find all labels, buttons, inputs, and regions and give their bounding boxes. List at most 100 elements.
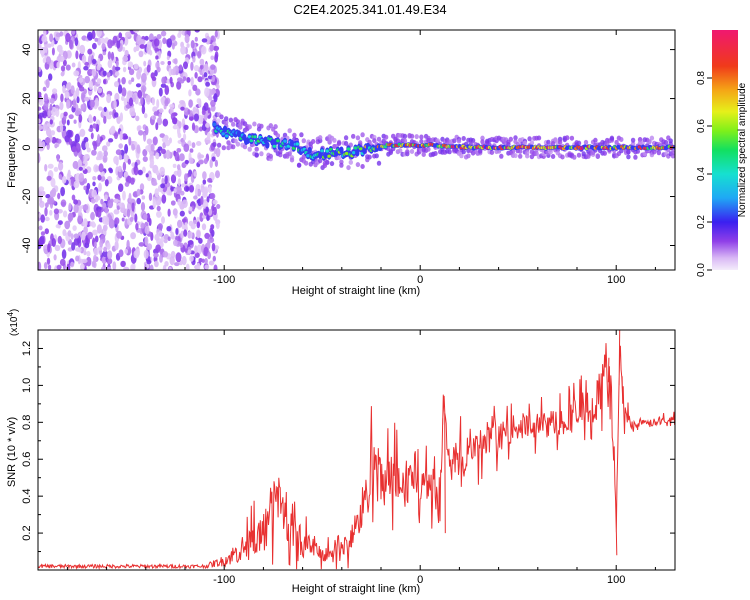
spectrogram-noise-cell (168, 266, 172, 270)
spectrogram-noise-cell (108, 111, 113, 116)
spectrogram-noise-cell (162, 251, 169, 258)
spectrogram-noise-cell (73, 180, 80, 189)
spectrogram-noise-cell (146, 259, 152, 265)
spectrogram-halo-cell (405, 149, 410, 155)
spectrogram-noise-cell (188, 116, 194, 121)
spectrogram-noise-cell (141, 105, 146, 115)
spectrogram-noise-cell (172, 208, 178, 216)
spectrogram-noise-cell (49, 209, 53, 216)
spectrogram-noise-cell (170, 174, 177, 184)
spectrogram-noise-cell (97, 57, 101, 67)
spectrogram-noise-cell (215, 147, 221, 158)
spectrogram-halo-cell (569, 135, 575, 141)
colorbar-label: Normalized spectral amplitude (737, 82, 748, 217)
spectrogram-noise-cell (58, 161, 64, 171)
spectrogram-noise-cell (194, 30, 200, 33)
spectrogram-noise-cell (97, 174, 102, 181)
spectrogram-halo-cell (367, 154, 372, 160)
spectrogram-halo-cell (388, 150, 393, 156)
snr-frame (37, 329, 676, 571)
spectrogram-noise-cell (106, 242, 111, 250)
spectrogram-noise-cell (102, 70, 107, 77)
spectrogram-peak-cell (276, 139, 280, 143)
spectrogram-noise-cell (60, 65, 66, 72)
spectrogram-halo-cell (550, 154, 556, 159)
spectrogram-noise-cell (107, 51, 112, 60)
spectrogram-noise-cell (104, 179, 109, 187)
spectrogram-noise-cell (47, 264, 52, 270)
spectrogram-noise-cell (56, 44, 63, 53)
spectrogram-noise-cell (152, 115, 156, 121)
spectrogram-noise-cell (86, 256, 92, 267)
spectrogram-halo-cell (409, 149, 415, 154)
spectrogram-halo-cell (419, 139, 424, 144)
spectrogram-noise-cell (121, 217, 125, 222)
spectrogram-noise-cell (193, 219, 198, 224)
spectrogram-noise-cell (210, 99, 216, 107)
spectrogram-noise-cell (124, 248, 128, 254)
spectrogram-noise-cell (61, 175, 67, 184)
spectrogram-noise-cell (89, 221, 93, 227)
spectrogram-halo-cell (231, 144, 236, 150)
colorbar-ticks: 0.0 0.2 0.4 0.6 0.8 (696, 71, 712, 277)
spectrogram-noise-cell (131, 143, 136, 151)
spectrogram-noise-cell (130, 264, 135, 270)
spectrogram-noise-cell (182, 76, 187, 82)
spectrogram-noise-cell (160, 61, 165, 65)
spectrogram-noise-cell (191, 142, 196, 149)
spectrogram-halo-cell (572, 154, 577, 160)
spectrogram-noise-cell (140, 96, 144, 106)
spectrogram-noise-cell (160, 96, 166, 104)
spectrogram-noise-cell (110, 198, 114, 203)
spectrogram-noise-cell (82, 218, 88, 228)
spectrogram-noise-cell (88, 80, 93, 91)
spectrogram-noise-cell (60, 71, 65, 77)
spectrogram-noise-cell (98, 182, 102, 192)
spectrogram-noise-cell (57, 138, 62, 144)
spectrogram-noise-cell (121, 87, 127, 97)
spectrogram-halo-cell (247, 124, 252, 130)
spectrogram-noise-cell (122, 55, 129, 62)
spectrogram-halo-cell (221, 145, 226, 151)
spectrogram-halo-cell (649, 135, 655, 141)
spectrogram-noise-cell (114, 81, 119, 88)
spectrogram-noise-cell (155, 122, 159, 131)
spectrogram-noise-cell (196, 98, 201, 104)
spectrogram-halo-cell (595, 153, 600, 159)
spectrogram-noise-cell (165, 149, 171, 160)
spectrogram-noise-cell (209, 159, 213, 169)
snr-x-tick-label: 100 (607, 574, 625, 586)
spectrogram-noise-cell (201, 258, 205, 263)
spectrogram-noise-cell (118, 84, 123, 94)
spectrogram-noise-cell (155, 200, 160, 206)
spectrogram-noise-cell (169, 256, 175, 266)
spectrogram-noise-cell (93, 254, 97, 264)
spectrogram-noise-cell (215, 170, 220, 179)
spectrogram-noise-cell (112, 261, 117, 270)
spectrogram-noise-cell (161, 194, 167, 204)
spectrogram-noise-cell (97, 87, 103, 94)
spectrogram-noise-cell (188, 185, 195, 193)
spectrogram-noise-cell (67, 230, 72, 237)
spectrogram-halo-cell (287, 151, 292, 157)
spectrogram-halo-cell (402, 138, 408, 144)
spectrogram-noise-cell (183, 229, 188, 237)
spectrogram-noise-cell (180, 45, 187, 55)
spectrogram-halo-cell (433, 151, 438, 156)
spectrogram-noise-cell (180, 106, 185, 111)
spectrogram-noise-cell (43, 93, 49, 102)
spectrogram-noise-cell (146, 243, 153, 251)
spectrogram-noise-cell (157, 223, 163, 231)
spectrogram-noise-cell (214, 30, 218, 38)
spectrogram-halo-cell (557, 139, 563, 145)
spectrogram-noise-cell (159, 166, 165, 176)
spectrogram-noise-cell (172, 66, 176, 76)
spectrogram-noise-cell (205, 206, 210, 213)
spectrogram-ridge-cell (355, 149, 360, 157)
spectrogram-noise-cell (122, 46, 126, 52)
spectrogram-noise-cell (85, 141, 89, 149)
spectrogram-noise-cell (106, 266, 112, 270)
spectrogram-noise-cell (93, 115, 97, 122)
spectrogram-noise-cell (196, 262, 201, 270)
spectrogram-noise-cell (75, 255, 80, 262)
